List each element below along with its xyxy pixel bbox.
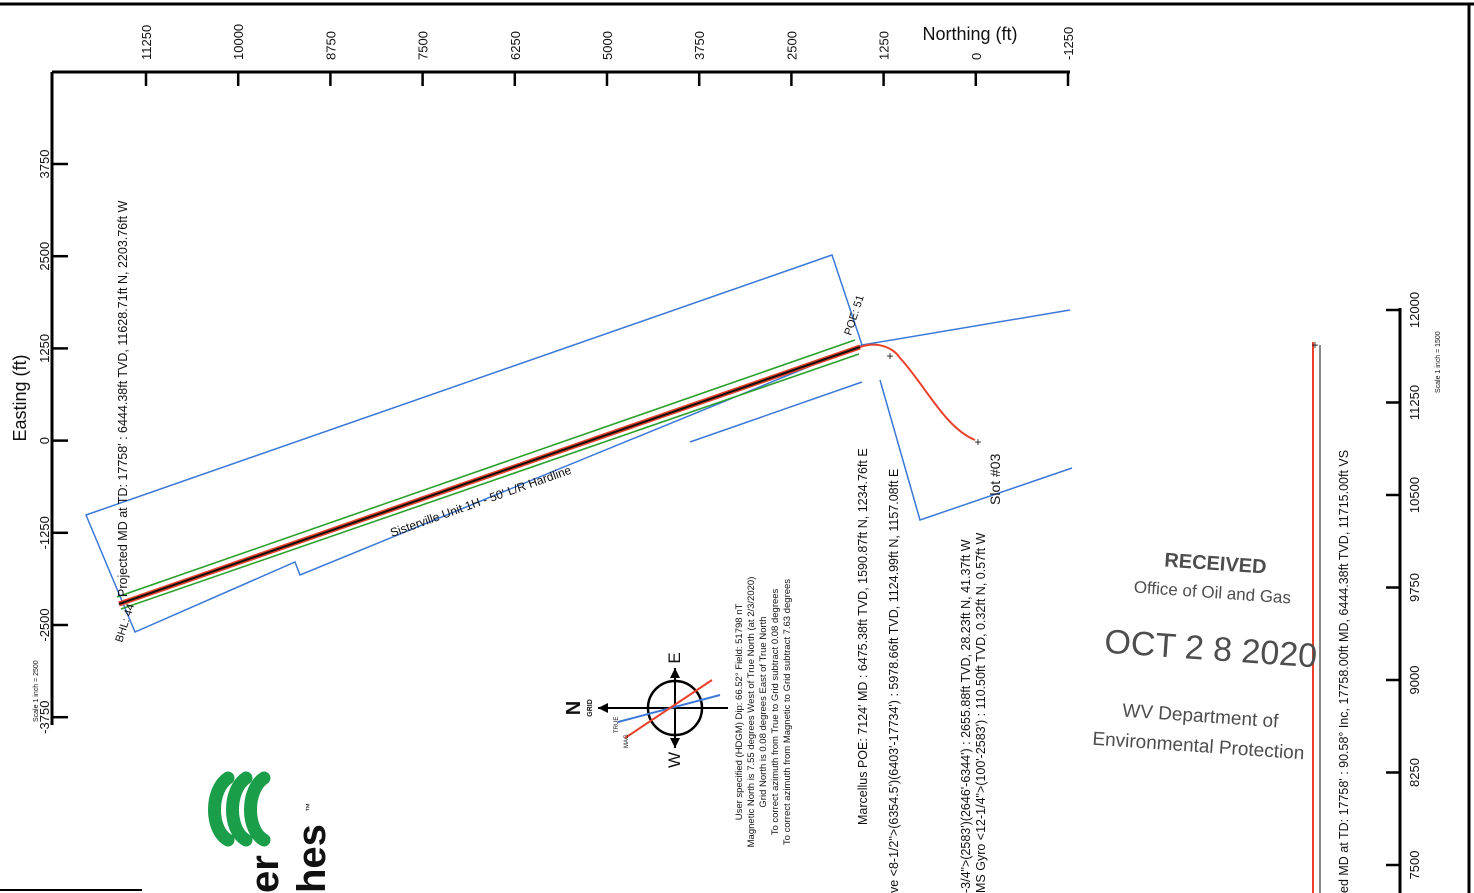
easting-tick-label: 2500 (37, 242, 52, 271)
vs-tick-label: 12000 (1407, 292, 1422, 328)
slot-label: Slot #03 (987, 453, 1003, 505)
magnetic-north-line (624, 679, 713, 739)
vs-ticks: 12000 11250 10500 9750 9000 8250 7500 (1386, 292, 1422, 880)
company-logo: er hes ™ (208, 771, 334, 893)
stamp-dept: WV Department of (1122, 701, 1280, 733)
poe-label: POE: 51 (842, 294, 866, 337)
compass-grid-label: GRID (587, 699, 594, 717)
northing-axis-title: Northing (ft) (922, 24, 1017, 44)
vs-tick-label: 7500 (1407, 851, 1422, 880)
compass-mag-label: MAG (624, 734, 630, 748)
projected-td-label: Projected MD at TD: 17758' : 6444.38ft T… (116, 200, 130, 597)
northing-tick-label: 3750 (692, 31, 707, 60)
north-arrow-compass: N GRID E W TRUE MAG (563, 652, 728, 768)
logo-mark (208, 771, 271, 847)
easting-tick-label: -1250 (37, 516, 52, 549)
compass-west-arrowhead (670, 738, 680, 748)
compass-east-arrowhead (670, 668, 680, 678)
vs-tick-label: 10500 (1407, 477, 1422, 513)
magnetic-note-line: To correct azimuth from True to Grid sub… (770, 588, 781, 835)
marker-plus-1: + (886, 349, 893, 363)
northing-tick-label: 5000 (600, 31, 615, 60)
lease-boundary-extension (861, 309, 1071, 346)
magnetic-note-line: Magnetic North is 7.55 degrees West of T… (746, 577, 757, 848)
northing-tick-label: 0 (969, 53, 984, 60)
logo-trademark: ™ (304, 803, 314, 812)
wellpath-lateral-core (118, 346, 861, 605)
hardline-lower (120, 353, 860, 610)
casing-label-2: -3/4">(2583')(2646'-6344') : 2655.88ft T… (959, 539, 973, 893)
northing-tick-label: 6250 (508, 31, 523, 60)
stamp-received: RECEIVED (1164, 549, 1268, 578)
northing-tick-label: 7500 (416, 31, 431, 60)
compass-n-label: N (563, 701, 585, 715)
vs-tick-label: 9000 (1407, 666, 1422, 695)
stamp-env: Environmental Protection (1092, 729, 1305, 765)
northing-tick-label: 8750 (323, 31, 338, 60)
hardline-upper (116, 339, 856, 598)
easting-tick-label: 3750 (37, 150, 52, 179)
logo-text-line-1: er (243, 855, 287, 893)
stamp-office: Office of Oil and Gas (1133, 578, 1291, 608)
magnetic-note-line: User specified (HDGM) Dip: 66.52° Field:… (734, 604, 745, 821)
marker-plus-2: + (974, 435, 981, 449)
casing-label-3: MS Gyro <12-1/4">(100'-2583') : 110.50ft… (974, 532, 988, 893)
lease-boundary-inner (689, 381, 863, 443)
compass-w-label: W (665, 752, 684, 768)
compass-e-label: E (665, 652, 684, 663)
compass-true-label: TRUE (614, 717, 620, 733)
vs-marker-plus: + (1311, 338, 1318, 352)
northing-tick-label: 1250 (877, 31, 892, 60)
vs-td-label: ed MD at TD: 17758' : 90.58° Inc, 17758.… (1337, 450, 1351, 893)
easting-ticks: 3750 2500 1250 0 -1250 -2500 -3750 (37, 150, 68, 734)
easting-tick-label: 1250 (37, 334, 52, 363)
lease-boundary-outline (85, 254, 863, 633)
stamp-date: OCT 2 8 2020 (1103, 623, 1318, 676)
logo-text-line-2: hes (290, 824, 334, 893)
compass-north-arrowhead (598, 703, 608, 713)
magnetic-note-line: To correct azimuth from Magnetic to Grid… (782, 579, 793, 845)
magnetic-notes: User specified (HDGM) Dip: 66.52° Field:… (734, 577, 793, 848)
vs-tick-label: 11250 (1407, 385, 1422, 420)
wellpath-curve (859, 343, 976, 441)
bhl-label: BHL: 44 (113, 602, 137, 644)
casing-label-1: ve <8-1/2">(6354.5')(6403'-17734') : 597… (887, 469, 901, 893)
northing-tick-label: 2500 (784, 31, 799, 60)
northing-tick-label: 11250 (139, 25, 154, 60)
easting-tick-label: -2500 (37, 608, 52, 641)
magnetic-note-line: Grid North is 0.08 degrees East of True … (758, 616, 769, 807)
marcellus-poe-label: Marcellus POE: 7124' MD : 6475.38ft TVD,… (856, 448, 870, 825)
easting-axis-title: Easting (ft) (10, 354, 30, 441)
vs-tick-label: 8250 (1407, 758, 1422, 787)
plan-scale-label: Scale 1 inch = 2500 (33, 660, 40, 722)
northing-tick-label: 10000 (231, 24, 246, 60)
vs-tick-label: 9750 (1407, 573, 1422, 602)
northing-ticks: 11250 10000 8750 7500 6250 5000 3750 2500 1250 0 -… (139, 24, 1076, 86)
lease-boundary-lower (879, 379, 1073, 521)
easting-tick-label: -3750 (37, 701, 52, 734)
easting-tick-label: 0 (37, 437, 52, 444)
vs-scale-label: Scale 1 inch = 1500 (1435, 331, 1442, 393)
received-stamp: RECEIVED Office of Oil and Gas OCT 2 8 2… (1092, 549, 1319, 764)
northing-tick-label: -1250 (1061, 27, 1076, 60)
